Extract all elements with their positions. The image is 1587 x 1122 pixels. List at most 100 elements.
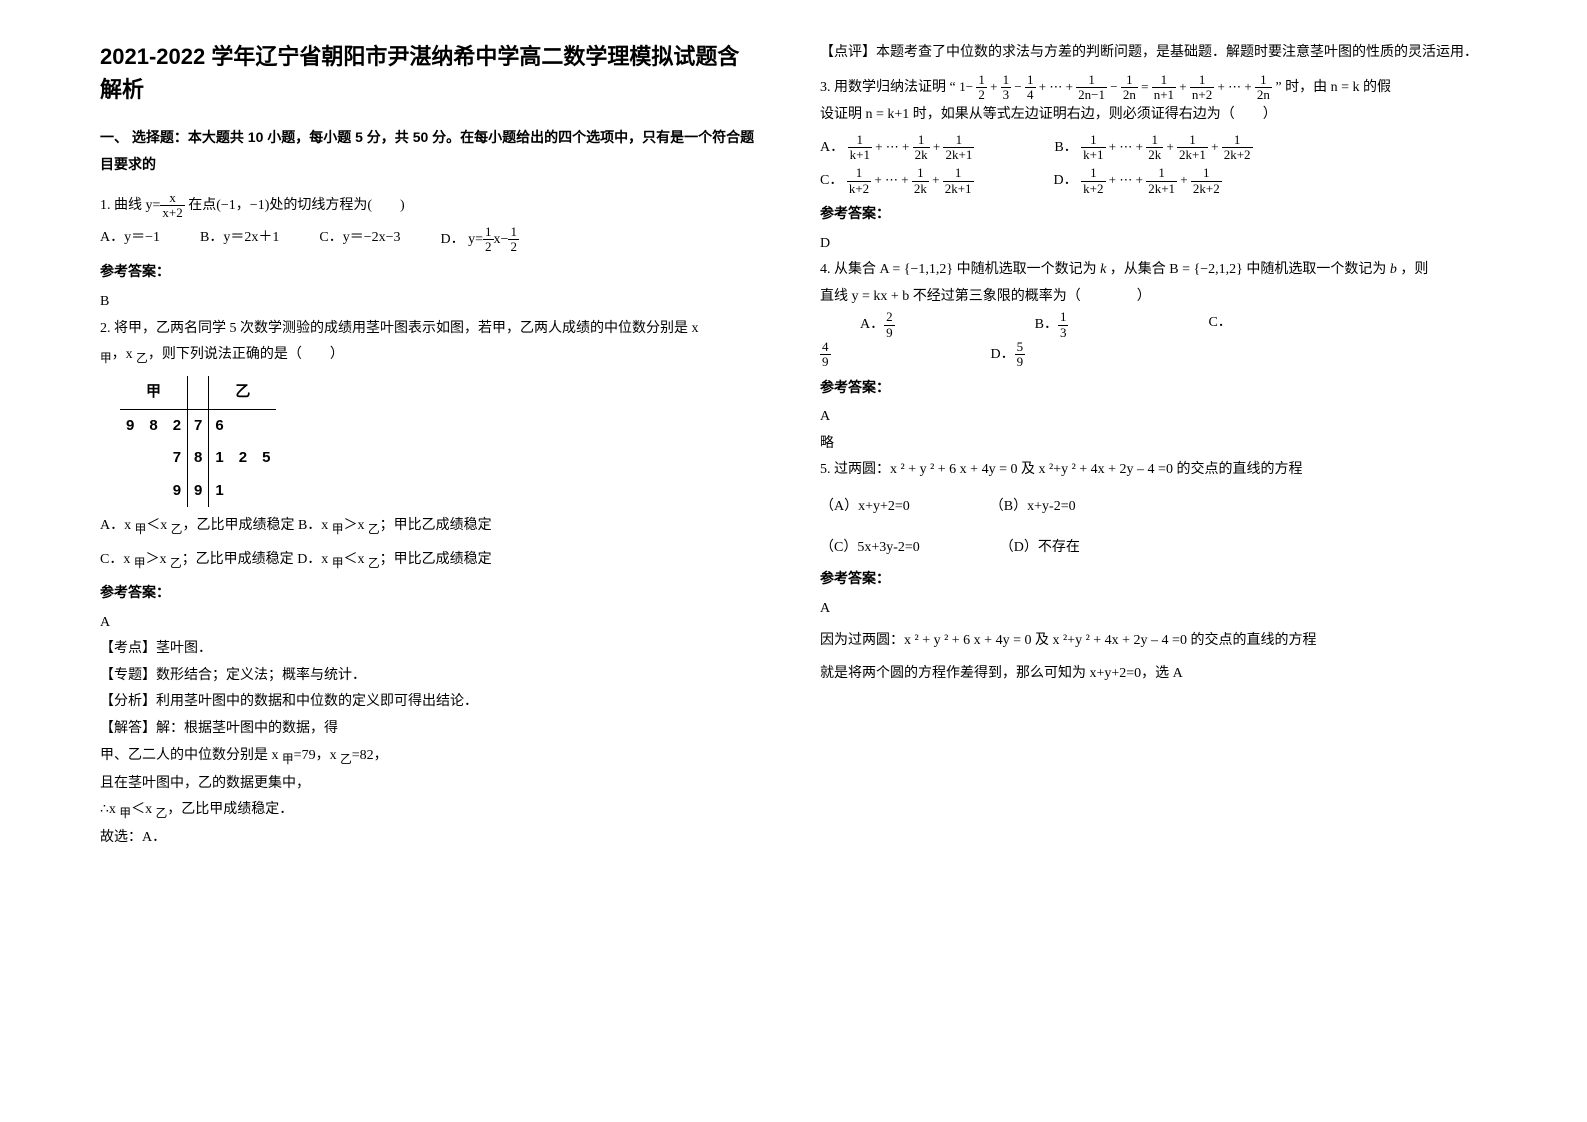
t: + ⋯ + [1109, 139, 1143, 154]
t: A．x [100, 518, 135, 533]
t: ＜x [146, 518, 171, 533]
d: 2k+2 [1191, 182, 1222, 196]
q5: 5. 过两圆：x ² + y ² + 6 x + 4y = 0 及 x ²+y … [820, 457, 1480, 484]
t: ＞x [343, 518, 368, 533]
n: 1 [1058, 310, 1069, 325]
q1-suffix: 在点(−1，−1)处的切线方程为( ) [188, 198, 404, 213]
q3-opt-a: A． 1k+1 + ⋯ + 12k + 12k+1 [820, 133, 974, 163]
t: + ⋯ + [1217, 78, 1251, 93]
c: 2 [173, 417, 181, 434]
d: 3 [1058, 326, 1069, 340]
t: 设证明 [820, 107, 866, 122]
q2-exp7: ∴x 甲＜x 乙，乙比甲成绩稳定． [100, 797, 760, 825]
y-eq: y= [146, 198, 161, 213]
q2-row-ab: A．x 甲＜x 乙，乙比甲成绩稳定 B．x 甲＞x 乙；甲比乙成绩稳定 [100, 513, 760, 541]
t: ＞x [146, 552, 171, 567]
t: + [1166, 139, 1173, 154]
q5-opts-ab: （A）x+y+2=0 （B）x+y-2=0 [820, 494, 1480, 521]
n: 1 [1190, 73, 1214, 88]
d: 4 [1025, 88, 1036, 102]
c: 9 8 [126, 417, 158, 434]
d: 2k [1146, 148, 1163, 162]
t: − [1014, 78, 1021, 93]
q3-opt-c: C． 1k+2 + ⋯ + 12k + 12k+1 [820, 166, 974, 196]
q2-exp5: 甲、乙二人的中位数分别是 x 甲=79，x 乙=82， [100, 743, 760, 771]
q2-exp4: 【解答】解：根据茎叶图中的数据，得 [100, 716, 760, 743]
q1-opt-d: D． y=12x−12 [441, 225, 519, 255]
s: 乙 [340, 752, 352, 765]
q2-exp9: 【点评】本题考查了中位数的求法与方差的判断问题，是基础题．解题时要注意茎叶图的性… [820, 40, 1480, 67]
opt-d-prefix: D． [441, 232, 465, 247]
d: 2 [976, 88, 987, 102]
d: n+1 [1152, 88, 1176, 102]
d: 2n−1 [1076, 88, 1107, 102]
answer-label: 参考答案： [100, 258, 760, 285]
q5-opt-c: （C）5x+3y-2=0 [820, 535, 920, 562]
q2-exp2: 【专题】数形结合；定义法；概率与统计． [100, 663, 760, 690]
q2-line2: 甲，x 乙，则下列说法正确的是（ ） [100, 342, 760, 370]
s: 甲 [119, 807, 131, 820]
t: + [932, 172, 939, 187]
d: 9 [1015, 355, 1026, 369]
n: 1 [943, 166, 974, 181]
n: 1 [976, 73, 987, 88]
t: 的假 [1363, 80, 1391, 95]
n: 1 [508, 225, 519, 240]
d: 2k+1 [943, 148, 974, 162]
t: B．x [298, 518, 332, 533]
c: 1 [209, 475, 277, 508]
q2-exp3: 【分析】利用茎叶图中的数据和中位数的定义即可得出结论． [100, 689, 760, 716]
s: 乙 [170, 557, 182, 570]
d: 2k+2 [1222, 148, 1253, 162]
t: 中随机选取一个数记为 [957, 262, 1101, 277]
den: x+2 [160, 206, 184, 220]
d: 2 [483, 240, 494, 254]
n: 1 [1177, 133, 1208, 148]
section-heading: 一、 选择题：本大题共 10 小题，每小题 5 分，共 50 分。在每小题给出的… [100, 124, 760, 177]
q1-options: A．y＝−1 B．y＝2x＋1 C．y＝−2x−3 D． y=12x−12 [100, 225, 760, 255]
l: C． [820, 173, 843, 188]
c: 1 2 5 [209, 442, 277, 475]
t: 4. 从集合 [820, 262, 880, 277]
answer-label: 参考答案： [820, 200, 1480, 227]
t: 甲、乙二人的中位数分别是 x [100, 748, 282, 763]
d: 2k+1 [943, 182, 974, 196]
n: 1 [1081, 166, 1105, 181]
q3-opts-ab: A． 1k+1 + ⋯ + 12k + 12k+1 B． 1k+1 + ⋯ + … [820, 133, 1480, 163]
t: 直线 [820, 289, 852, 304]
q3-formula: 1− 12 + 13 − 14 + ⋯ + 12n−1 − 12n = 1n+1… [959, 73, 1272, 103]
n: 1 [1076, 73, 1107, 88]
t: ，从集合 [1110, 262, 1170, 277]
s: 甲 [282, 752, 294, 765]
n: 1 [1222, 133, 1253, 148]
t: =79，x [294, 748, 340, 763]
q4-answer2: 略 [820, 431, 1480, 458]
d: 2 [508, 240, 519, 254]
q2-row-cd: C．x 甲＞x 乙；乙比甲成绩稳定 D．x 甲＜x 乙；甲比乙成绩稳定 [100, 547, 760, 575]
q3-line2: 设证明 n = k+1 时，如果从等式左边证明右边，则必须证得右边为（ ） [820, 102, 1480, 129]
d: 3 [1001, 88, 1012, 102]
q4-opt-a: A．29 [860, 310, 895, 340]
t: =82， [352, 748, 388, 763]
d: 2k+1 [1177, 148, 1208, 162]
t: + ⋯ + [875, 139, 909, 154]
t: ；乙比甲成绩稳定 [182, 552, 294, 567]
n: 1 [848, 133, 872, 148]
l: A． [820, 140, 844, 155]
n: 1 [1255, 73, 1272, 88]
n: 1 [1001, 73, 1012, 88]
n: 2 [884, 310, 895, 325]
q2-exp8: 故选：A． [100, 825, 760, 852]
d: 2n [1255, 88, 1272, 102]
q3-opt-b: B． 1k+1 + ⋯ + 12k + 12k+1 + 12k+2 [1054, 133, 1252, 163]
page-title: 2021-2022 学年辽宁省朝阳市尹湛纳希中学高二数学理模拟试题含解析 [100, 40, 760, 106]
q4-line2: 直线 y = kx + b 不经过第三象限的概率为（ ） [820, 284, 1480, 311]
q2-text: 2. 将甲，乙两名同学 5 次数学测验的成绩用茎叶图表示如图，若甲，乙两人成绩的… [100, 321, 699, 336]
q3: 3. 用数学归纳法证明 “ 1− 12 + 13 − 14 + ⋯ + 12n−… [820, 73, 1480, 103]
h: 乙 [209, 376, 277, 409]
t: A = {−1,1,2} [880, 262, 954, 277]
l: D． [1054, 173, 1078, 188]
q2: 2. 将甲，乙两名同学 5 次数学测验的成绩用茎叶图表示如图，若甲，乙两人成绩的… [100, 316, 760, 343]
t: C．x [100, 552, 134, 567]
c: 6 [209, 409, 277, 442]
